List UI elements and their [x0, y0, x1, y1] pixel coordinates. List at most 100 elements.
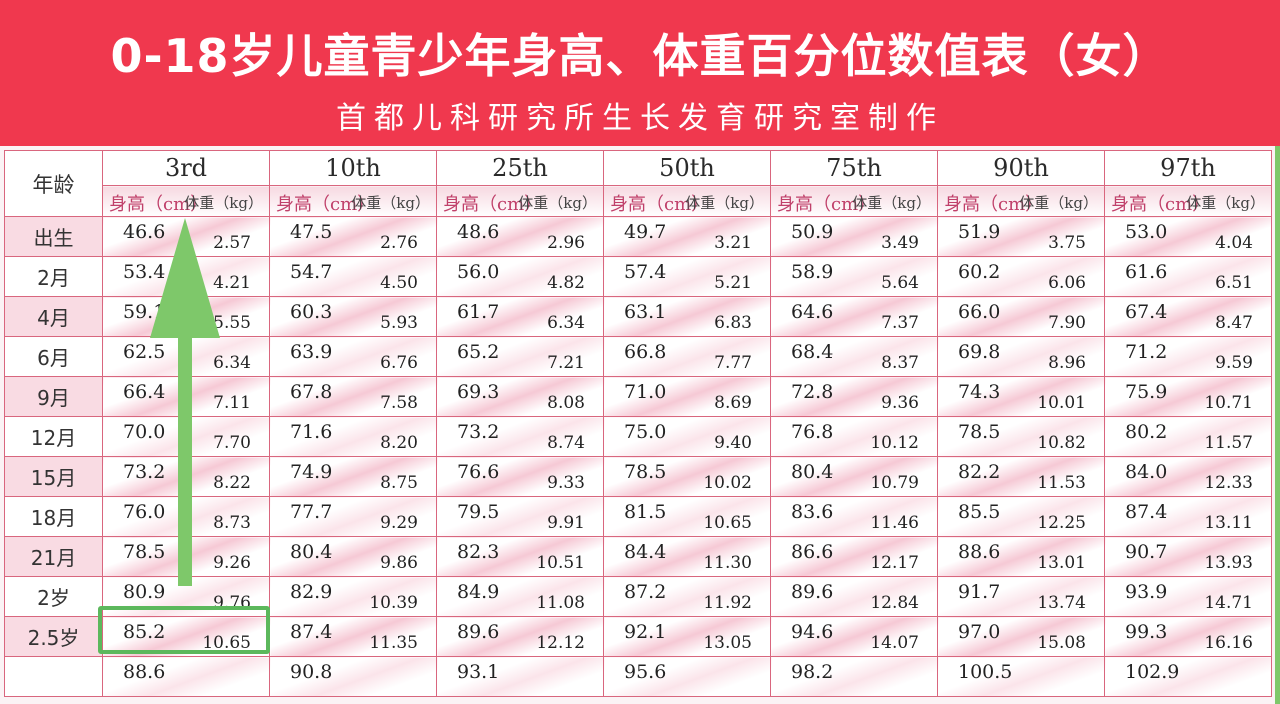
value-cell: 71.6 8.20	[269, 416, 437, 457]
age-cell: 9月	[4, 376, 103, 417]
age-cell: 2月	[4, 256, 103, 297]
value-cell: 71.2 9.59	[1104, 336, 1272, 377]
height-value: 69.3	[457, 381, 500, 403]
weight-value: 5.21	[714, 273, 752, 293]
value-cell: 47.5 2.76	[269, 216, 437, 257]
height-value: 95.6	[624, 661, 667, 683]
height-value: 65.2	[457, 341, 500, 363]
weight-value: 5.64	[881, 273, 919, 293]
weight-value: 7.11	[213, 393, 251, 413]
percentile-header: 50th	[603, 150, 771, 186]
weight-value: 11.08	[536, 593, 585, 613]
age-column-header: 年龄	[4, 150, 103, 217]
value-cell: 87.4 13.11	[1104, 496, 1272, 537]
unit-header-cell: 身高（cm） 体重（kg）	[603, 185, 771, 217]
height-value: 73.2	[123, 461, 166, 483]
height-value: 78.5	[958, 421, 1001, 443]
weight-value: 6.06	[1048, 273, 1086, 293]
value-cell: 85.5 12.25	[937, 496, 1105, 537]
age-cell: 6月	[4, 336, 103, 377]
age-cell	[4, 656, 103, 697]
weight-value: 2.76	[380, 233, 418, 253]
value-cell: 53.0 4.04	[1104, 216, 1272, 257]
percentile-header: 3rd	[102, 150, 270, 186]
height-value: 48.6	[457, 221, 500, 243]
weight-value: 9.29	[380, 513, 418, 533]
value-cell: 91.7 13.74	[937, 576, 1105, 617]
weight-value: 5.93	[380, 313, 418, 333]
value-cell: 82.3 10.51	[436, 536, 604, 577]
table-row: 15月 73.2 8.22 74.9 8.75 76.6 9.33 78.5 10.02 80.4…	[4, 456, 1272, 497]
percentile-header: 25th	[436, 150, 604, 186]
height-value: 85.2	[123, 621, 166, 643]
table-row: 88.6 90.8 93.1 95.6 98.2 100.5 102.9	[4, 656, 1272, 697]
weight-value: 14.71	[1204, 593, 1253, 613]
age-cell: 15月	[4, 456, 103, 497]
value-cell: 64.6 7.37	[770, 296, 938, 337]
weight-unit-label: 体重（kg）	[1019, 194, 1098, 212]
weight-value: 9.36	[881, 393, 919, 413]
weight-value: 10.02	[703, 473, 752, 493]
title-banner: 0-18岁儿童青少年身高、体重百分位数值表（女） 首都儿科研究所生长发育研究室制…	[0, 0, 1280, 146]
weight-value: 9.91	[547, 513, 585, 533]
height-value: 78.5	[624, 461, 667, 483]
height-value: 100.5	[958, 661, 1013, 683]
height-value: 89.6	[457, 621, 500, 643]
weight-value: 10.65	[703, 513, 752, 533]
weight-value: 9.26	[213, 553, 251, 573]
weight-value: 12.84	[870, 593, 919, 613]
value-cell: 81.5 10.65	[603, 496, 771, 537]
value-cell: 63.9 6.76	[269, 336, 437, 377]
age-cell: 2.5岁	[4, 616, 103, 657]
height-value: 63.9	[290, 341, 333, 363]
weight-value: 10.71	[1204, 393, 1253, 413]
weight-value: 8.75	[380, 473, 418, 493]
weight-value: 13.74	[1037, 593, 1086, 613]
weight-value: 7.21	[547, 353, 585, 373]
weight-value: 8.96	[1048, 353, 1086, 373]
weight-value: 11.30	[703, 553, 752, 573]
height-value: 70.0	[123, 421, 166, 443]
table-row: 2岁 80.9 9.76 82.9 10.39 84.9 11.08 87.2 11.92 89.…	[4, 576, 1272, 617]
percentile-header: 90th	[937, 150, 1105, 186]
weight-value: 6.83	[714, 313, 752, 333]
value-cell: 100.5	[937, 656, 1105, 697]
weight-value: 8.47	[1215, 313, 1253, 333]
weight-value: 4.04	[1215, 233, 1253, 253]
height-value: 71.6	[290, 421, 333, 443]
weight-unit-label: 体重（kg）	[685, 194, 764, 212]
weight-value: 8.74	[547, 433, 585, 453]
value-cell: 93.9 14.71	[1104, 576, 1272, 617]
unit-header-cell: 身高（cm） 体重（kg）	[436, 185, 604, 217]
table-row: 2.5岁 85.2 10.65 87.4 11.35 89.6 12.12 92.1 13.05…	[4, 616, 1272, 657]
table-row: 4月 59.1 5.55 60.3 5.93 61.7 6.34 63.1 6.83 64.6 7.…	[4, 296, 1272, 337]
height-value: 66.8	[624, 341, 667, 363]
height-value: 57.4	[624, 261, 667, 283]
height-value: 62.5	[123, 341, 166, 363]
value-cell: 71.0 8.69	[603, 376, 771, 417]
age-cell: 18月	[4, 496, 103, 537]
weight-value: 10.65	[202, 633, 251, 653]
value-cell: 73.2 8.74	[436, 416, 604, 457]
value-cell: 80.4 10.79	[770, 456, 938, 497]
value-cell: 67.8 7.58	[269, 376, 437, 417]
value-cell: 49.7 3.21	[603, 216, 771, 257]
weight-value: 9.40	[714, 433, 752, 453]
value-cell: 86.6 12.17	[770, 536, 938, 577]
weight-unit-label: 体重（kg）	[351, 194, 430, 212]
height-value: 82.3	[457, 541, 500, 563]
weight-unit-label: 体重（kg）	[184, 194, 263, 212]
weight-value: 8.73	[213, 513, 251, 533]
value-cell: 88.6 13.01	[937, 536, 1105, 577]
height-value: 59.1	[123, 301, 166, 323]
page-subtitle: 首都儿科研究所生长发育研究室制作	[336, 101, 944, 136]
value-cell: 102.9	[1104, 656, 1272, 697]
height-value: 76.6	[457, 461, 500, 483]
value-cell: 87.2 11.92	[603, 576, 771, 617]
value-cell: 67.4 8.47	[1104, 296, 1272, 337]
weight-value: 8.37	[881, 353, 919, 373]
weight-value: 4.21	[213, 273, 251, 293]
value-cell: 74.9 8.75	[269, 456, 437, 497]
height-value: 87.4	[1125, 501, 1168, 523]
weight-value: 6.76	[380, 353, 418, 373]
